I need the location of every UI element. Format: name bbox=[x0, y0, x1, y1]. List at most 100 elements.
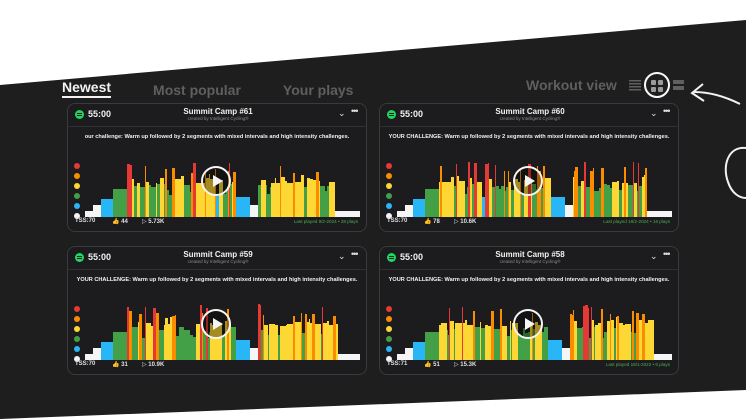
interval-bar bbox=[514, 179, 518, 217]
interval-bar bbox=[612, 182, 617, 217]
like-button[interactable]: 👍 44 bbox=[112, 218, 128, 225]
interval-bar bbox=[631, 332, 632, 360]
interval-bar bbox=[286, 325, 287, 360]
workout-title[interactable]: Summit Camp #59 bbox=[183, 250, 253, 259]
interval-bar bbox=[139, 314, 142, 360]
interval-bar bbox=[321, 334, 322, 360]
interval-bar bbox=[616, 317, 617, 360]
spotify-icon bbox=[387, 110, 396, 119]
interval-bar bbox=[595, 325, 598, 360]
play-button[interactable] bbox=[513, 309, 543, 339]
chevron-down-icon[interactable]: ⌄ bbox=[338, 251, 346, 261]
play-button[interactable] bbox=[513, 166, 543, 196]
chevron-down-icon[interactable]: ⌄ bbox=[650, 108, 658, 118]
grid-view-icon[interactable] bbox=[651, 80, 663, 92]
interval-bar bbox=[619, 323, 623, 360]
play-count-icon: ▷ bbox=[142, 219, 147, 225]
interval-bar bbox=[205, 171, 206, 217]
like-button[interactable]: 👍 78 bbox=[424, 218, 440, 225]
interval-bar bbox=[313, 180, 316, 217]
interval-bar bbox=[223, 194, 226, 217]
interval-bar bbox=[536, 189, 537, 217]
interval-bar bbox=[145, 307, 146, 360]
interval-bar bbox=[269, 324, 275, 360]
interval-bar bbox=[196, 183, 198, 217]
tss-value: TSS:70 bbox=[75, 218, 96, 224]
workout-title[interactable]: Summit Camp #58 bbox=[495, 250, 565, 259]
workout-card[interactable]: 55:00 Summit Camp #59 created by Intelli… bbox=[67, 246, 367, 375]
compact-view-icon[interactable] bbox=[673, 79, 684, 91]
tab-newest[interactable]: Newest bbox=[62, 79, 112, 98]
interval-bar bbox=[93, 348, 101, 360]
workout-title[interactable]: Summit Camp #60 bbox=[495, 107, 565, 116]
interval-bar bbox=[327, 186, 329, 217]
tab-most-popular[interactable]: Most popular bbox=[153, 82, 241, 98]
interval-bar bbox=[636, 313, 639, 360]
zone-dot bbox=[386, 213, 392, 219]
last-played: Last played 18/1-2022 • 6 plays bbox=[605, 362, 670, 367]
interval-bar bbox=[441, 323, 447, 360]
interval-bar bbox=[336, 324, 338, 360]
interval-bar bbox=[584, 162, 586, 217]
interval-bar bbox=[130, 165, 132, 217]
like-button[interactable]: 👍 31 bbox=[112, 361, 128, 368]
interval-bar bbox=[132, 327, 138, 360]
interval-bar bbox=[480, 322, 481, 360]
interval-bar bbox=[327, 321, 329, 360]
workout-card[interactable]: 55:00 Summit Camp #58 created by Intelli… bbox=[379, 246, 679, 375]
interval-bar bbox=[542, 332, 544, 360]
interval-bar bbox=[310, 323, 312, 360]
like-button[interactable]: 👍 51 bbox=[424, 361, 440, 368]
card-footer: TSS:71 👍 51 ▷ 15.3K Last played 18/1-202… bbox=[380, 357, 678, 374]
more-options-icon[interactable]: ••• bbox=[663, 249, 671, 259]
chevron-down-icon[interactable]: ⌄ bbox=[650, 251, 658, 261]
interval-bar bbox=[285, 181, 287, 217]
chevron-down-icon[interactable]: ⌄ bbox=[338, 108, 346, 118]
spotify-icon bbox=[75, 253, 84, 262]
interval-bar bbox=[551, 197, 565, 217]
interval-bar bbox=[470, 178, 472, 217]
tab-your-plays[interactable]: Your plays bbox=[282, 82, 354, 98]
workout-title[interactable]: Summit Camp #61 bbox=[183, 107, 253, 116]
workout-card[interactable]: 55:00 Summit Camp #60 created by Intelli… bbox=[379, 103, 679, 232]
interval-bar bbox=[518, 182, 520, 217]
interval-bar bbox=[509, 182, 511, 217]
interval-bar bbox=[610, 314, 611, 360]
workout-card[interactable]: 55:00 Summit Camp #61 created by Intelli… bbox=[67, 103, 367, 232]
play-button[interactable] bbox=[201, 166, 231, 196]
last-played: Last played 18/2-2024 • 16 plays bbox=[603, 219, 670, 224]
interval-bar bbox=[206, 178, 209, 217]
more-options-icon[interactable]: ••• bbox=[663, 106, 671, 116]
interval-bar bbox=[545, 178, 551, 217]
list-view-icon[interactable] bbox=[629, 79, 641, 91]
interval-bar bbox=[610, 188, 612, 217]
interval-bar bbox=[593, 168, 594, 217]
interval-bar bbox=[209, 332, 210, 360]
card-footer: TSS:70 👍 78 ▷ 10.6K Last played 18/2-202… bbox=[380, 214, 678, 231]
interval-bar bbox=[260, 305, 261, 360]
last-played: Last played 9/2-2024 • 28 plays bbox=[293, 219, 358, 224]
interval-bar bbox=[634, 333, 636, 360]
interval-bar bbox=[488, 326, 491, 360]
more-options-icon[interactable]: ••• bbox=[351, 106, 359, 116]
interval-bar bbox=[226, 189, 227, 217]
tss-value: TSS:70 bbox=[387, 218, 408, 224]
zone-dot bbox=[74, 356, 80, 362]
interval-bar bbox=[129, 311, 132, 360]
interval-bar bbox=[304, 187, 307, 217]
interval-bar bbox=[132, 179, 134, 217]
interval-bar bbox=[439, 182, 440, 217]
interval-bar bbox=[307, 322, 309, 360]
interval-bar bbox=[575, 167, 578, 217]
plays-stat: ▷ 5.73K bbox=[142, 218, 164, 225]
interval-bar bbox=[276, 183, 280, 217]
interval-bar bbox=[467, 325, 473, 360]
play-button[interactable] bbox=[201, 309, 231, 339]
interval-bar bbox=[644, 175, 645, 217]
selected-view-highlight bbox=[644, 72, 670, 98]
more-options-icon[interactable]: ••• bbox=[351, 249, 359, 259]
interval-bar bbox=[445, 182, 451, 217]
interval-bar bbox=[232, 182, 233, 217]
interval-bar bbox=[500, 309, 502, 360]
interval-bar bbox=[594, 191, 596, 217]
